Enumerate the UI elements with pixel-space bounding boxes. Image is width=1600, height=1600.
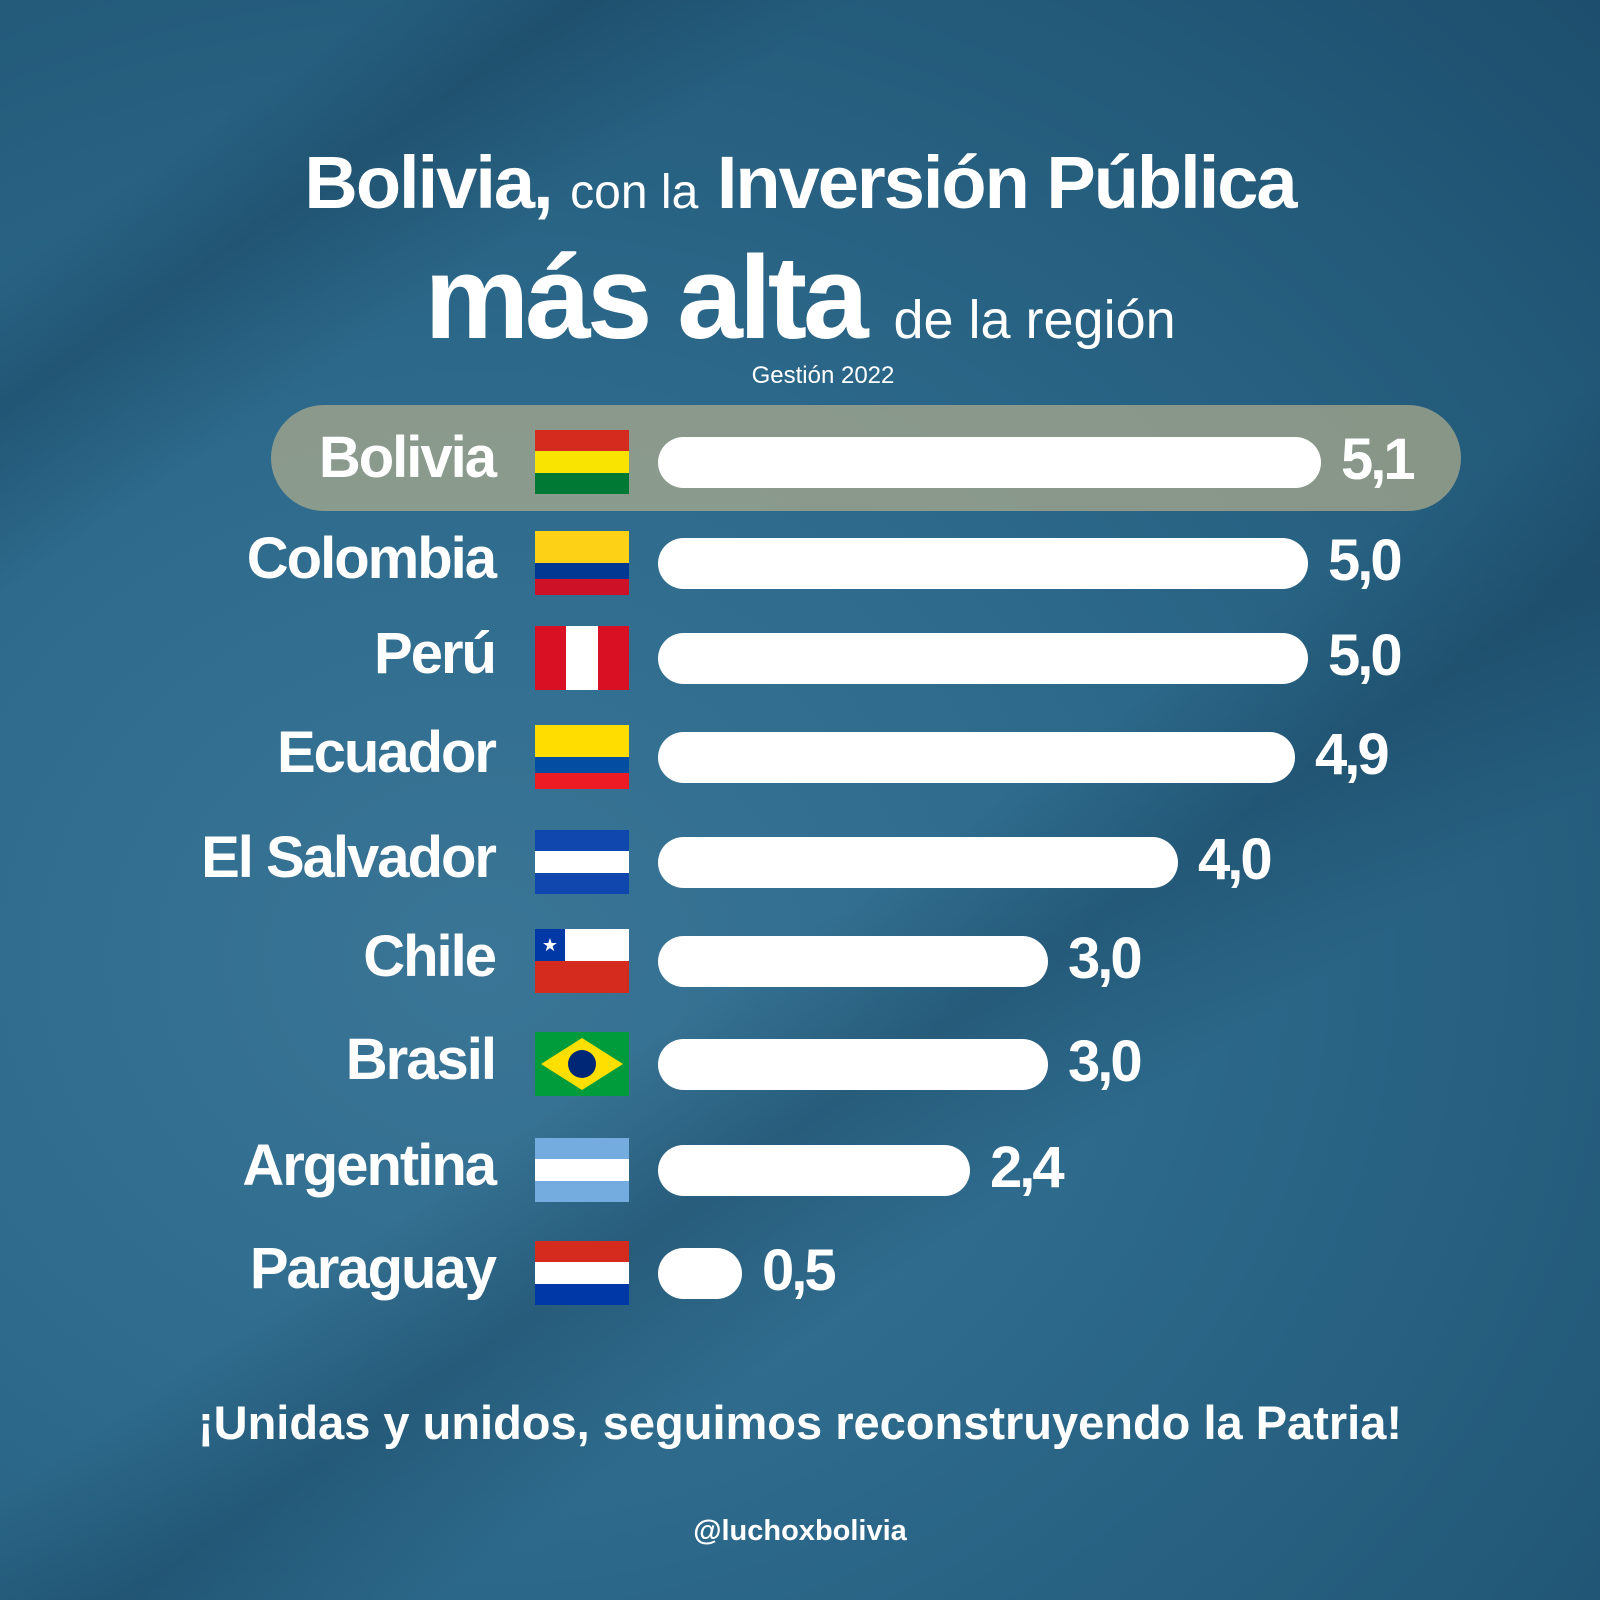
category-label: Brasil — [345, 1027, 497, 1092]
value-label: 5,0 — [1328, 623, 1403, 688]
bar-row-el-salvador: El Salvador 4,0 — [0, 825, 1600, 894]
category-label: Bolivia — [318, 425, 497, 490]
value-label: 4,0 — [1198, 827, 1273, 892]
bar-row-bolivia: Bolivia 5,1 — [0, 425, 1600, 494]
category-label: Ecuador — [276, 720, 497, 785]
value-label: 2,4 — [990, 1135, 1065, 1200]
category-label: Perú — [374, 621, 497, 686]
flag-icon — [535, 1138, 629, 1202]
category-label: Paraguay — [249, 1236, 497, 1301]
bar — [658, 1248, 742, 1299]
title-region: de la región — [893, 290, 1176, 350]
title-mas-alta: más alta — [424, 232, 868, 364]
value-label: 3,0 — [1068, 926, 1143, 991]
flag-icon — [535, 1241, 629, 1305]
bar-row-brasil: Brasil 3,0 — [0, 1027, 1600, 1096]
value-label: 5,0 — [1328, 528, 1403, 593]
title-bolivia: Bolivia, — [304, 141, 553, 224]
bar-row-perú: Perú 5,0 — [0, 621, 1600, 690]
flag-icon — [535, 830, 629, 894]
bar — [658, 732, 1295, 783]
flag-icon — [535, 1032, 629, 1096]
bar-row-ecuador: Ecuador 4,9 — [0, 720, 1600, 789]
bar — [658, 538, 1308, 589]
star-icon: ★ — [535, 929, 565, 961]
title-inversion: Inversión Pública — [716, 141, 1298, 224]
value-label: 4,9 — [1315, 722, 1390, 787]
category-label: Chile — [363, 924, 497, 989]
value-label: 3,0 — [1068, 1029, 1143, 1094]
flag-icon — [535, 725, 629, 789]
bar — [658, 837, 1178, 888]
value-label: 0,5 — [762, 1238, 837, 1303]
category-label: Colombia — [246, 526, 497, 591]
bar-row-paraguay: Paraguay 0,5 — [0, 1236, 1600, 1305]
bar — [658, 1145, 970, 1196]
bar — [658, 633, 1308, 684]
flag-icon — [535, 430, 629, 494]
bar-row-chile: Chile ★ 3,0 — [0, 924, 1600, 993]
bar — [658, 1039, 1048, 1090]
flag-icon — [535, 531, 629, 595]
bar — [658, 936, 1048, 987]
title-line-2: más alta de la región — [0, 230, 1600, 366]
flag-icon — [535, 626, 629, 690]
title-connector: con la — [570, 166, 699, 219]
bar-row-argentina: Argentina 2,4 — [0, 1133, 1600, 1202]
category-label: El Salvador — [201, 825, 497, 890]
value-label: 5,1 — [1341, 427, 1416, 492]
bar — [658, 437, 1321, 488]
flag-icon: ★ — [535, 929, 629, 993]
bar-row-colombia: Colombia 5,0 — [0, 526, 1600, 595]
category-label: Argentina — [242, 1133, 497, 1198]
subtitle: Gestión 2022 — [751, 362, 895, 389]
slogan: ¡Unidas y unidos, seguimos reconstruyend… — [198, 1396, 1402, 1449]
title-line-1: Bolivia, con la Inversión Pública — [0, 140, 1600, 225]
social-handle: @luchoxbolivia — [693, 1515, 907, 1547]
